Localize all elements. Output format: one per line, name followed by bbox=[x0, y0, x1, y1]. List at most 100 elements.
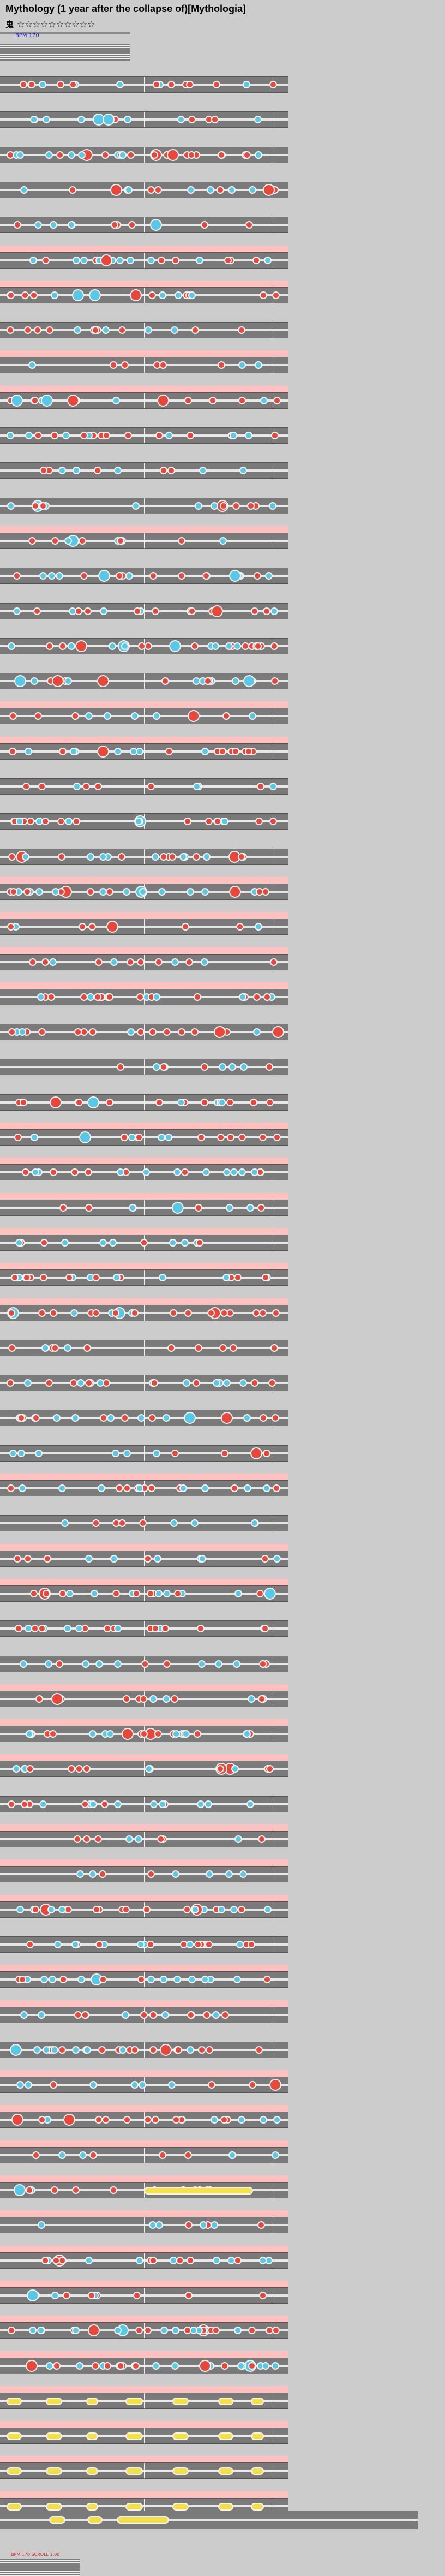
don-note bbox=[122, 1728, 134, 1740]
ka-note bbox=[95, 1660, 103, 1668]
ka-note bbox=[225, 642, 233, 650]
don-note bbox=[58, 853, 65, 861]
don-note bbox=[51, 537, 59, 545]
ka-note bbox=[85, 1555, 93, 1563]
don-note bbox=[7, 923, 15, 931]
ka-note bbox=[139, 888, 147, 896]
drumroll bbox=[172, 2432, 189, 2440]
measure-lane bbox=[0, 1200, 288, 1216]
don-note bbox=[211, 605, 223, 617]
ka-note bbox=[239, 993, 246, 1001]
don-note bbox=[214, 818, 221, 825]
measure-lane bbox=[0, 2287, 288, 2304]
don-note bbox=[11, 2114, 23, 2126]
ka-note bbox=[160, 1976, 167, 1983]
ka-note bbox=[131, 2081, 139, 2089]
ka-note bbox=[72, 2327, 80, 2334]
don-note bbox=[147, 1941, 154, 1948]
don-note bbox=[80, 432, 88, 439]
don-note bbox=[32, 1906, 39, 1913]
ka-note bbox=[188, 1976, 196, 1983]
don-note bbox=[165, 748, 173, 755]
ka-note bbox=[165, 432, 173, 439]
don-note bbox=[8, 1309, 15, 1317]
ka-note bbox=[264, 1906, 272, 1913]
don-note bbox=[140, 2011, 148, 2019]
ka-note bbox=[246, 1204, 254, 1212]
don-note bbox=[224, 257, 232, 264]
don-note bbox=[31, 1625, 39, 1632]
don-note bbox=[167, 149, 179, 161]
ka-note bbox=[64, 677, 72, 685]
don-note bbox=[254, 642, 262, 650]
ka-note bbox=[239, 1379, 247, 1387]
ka-note bbox=[228, 1063, 236, 1071]
don-note bbox=[157, 1835, 165, 1843]
measure-lane bbox=[0, 1375, 288, 1391]
ka-note bbox=[8, 642, 15, 650]
ka-note bbox=[116, 81, 124, 88]
ka-note bbox=[39, 572, 47, 580]
don-note bbox=[153, 81, 160, 88]
don-note bbox=[34, 712, 42, 720]
don-note bbox=[41, 818, 49, 825]
don-note bbox=[161, 677, 169, 685]
difficulty-label: 鬼 bbox=[5, 20, 14, 29]
don-note bbox=[63, 2114, 75, 2126]
measure-lane bbox=[0, 111, 288, 128]
don-note bbox=[254, 572, 261, 580]
ka-note bbox=[251, 1519, 258, 1527]
don-note bbox=[28, 537, 36, 545]
ka-note bbox=[40, 1976, 48, 1983]
don-note bbox=[51, 1344, 59, 1352]
ka-note bbox=[114, 1800, 122, 1808]
ka-note bbox=[17, 1450, 25, 1457]
don-note bbox=[258, 1835, 266, 1843]
ka-note bbox=[201, 748, 209, 755]
ka-note bbox=[53, 1414, 61, 1422]
ka-note bbox=[128, 1134, 136, 1141]
measure-divider bbox=[144, 568, 145, 583]
don-note bbox=[75, 1765, 83, 1773]
ka-note bbox=[127, 257, 134, 264]
ka-note bbox=[7, 502, 15, 510]
ka-note bbox=[161, 2011, 169, 2019]
don-note bbox=[127, 151, 135, 159]
don-note bbox=[106, 888, 113, 896]
don-note bbox=[248, 2362, 256, 2370]
don-note bbox=[194, 1730, 201, 1738]
measure-divider bbox=[144, 1305, 145, 1321]
don-note bbox=[17, 1414, 25, 1422]
ka-note bbox=[82, 1660, 89, 1668]
ka-note bbox=[201, 1484, 209, 1492]
ka-note bbox=[172, 1870, 179, 1878]
ka-note bbox=[234, 1590, 242, 1597]
ka-note bbox=[73, 783, 81, 790]
don-note bbox=[50, 1309, 57, 1317]
ka-note bbox=[51, 2046, 58, 2054]
ka-note bbox=[125, 186, 133, 194]
don-note bbox=[195, 1344, 202, 1352]
ka-note bbox=[135, 818, 142, 825]
don-note bbox=[106, 1099, 113, 1106]
ka-note bbox=[89, 289, 101, 301]
ka-note bbox=[114, 1660, 122, 1668]
ka-note bbox=[85, 712, 93, 720]
ka-note bbox=[51, 291, 58, 299]
ka-note bbox=[215, 1660, 222, 1668]
ka-note bbox=[89, 1730, 97, 1738]
don-note bbox=[85, 1168, 92, 1176]
ka-note bbox=[39, 81, 46, 88]
measure-lane bbox=[0, 2112, 288, 2128]
ka-note bbox=[159, 1800, 166, 1808]
don-note bbox=[188, 151, 195, 159]
ka-note bbox=[263, 1484, 270, 1492]
ka-note bbox=[45, 151, 53, 159]
don-note bbox=[118, 1519, 126, 1527]
ka-note bbox=[219, 1063, 226, 1071]
don-note bbox=[85, 1379, 93, 1387]
ka-note bbox=[41, 395, 53, 407]
measure-divider bbox=[144, 1130, 145, 1145]
ka-note bbox=[99, 888, 107, 896]
measure-divider bbox=[144, 2042, 145, 2058]
